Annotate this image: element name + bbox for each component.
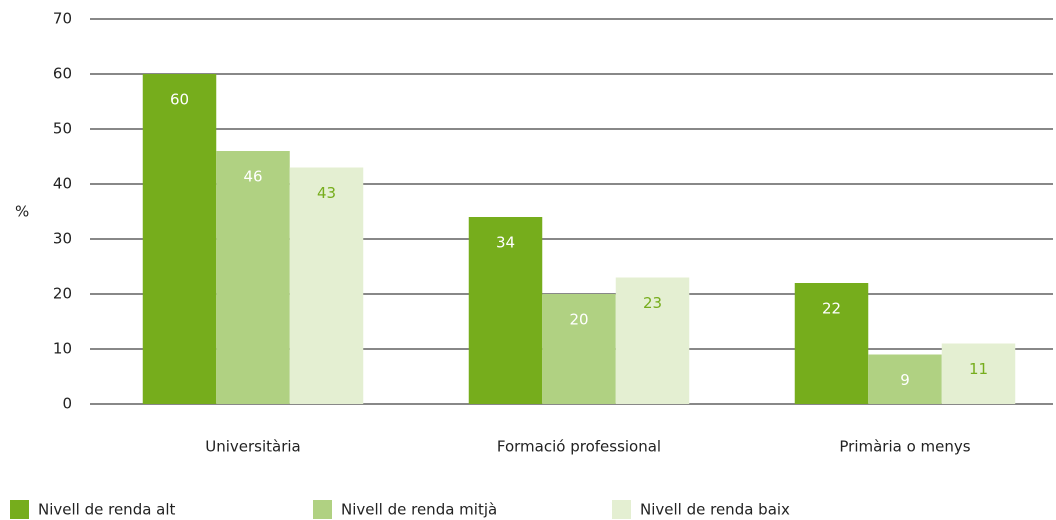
x-tick-label: Formació professional	[497, 438, 661, 456]
legend-label: Nivell de renda mitjà	[341, 501, 497, 519]
y-tick-label: 50	[53, 120, 72, 138]
value-label: 34	[496, 234, 515, 252]
value-label: 46	[243, 168, 262, 186]
y-tick-label: 0	[62, 395, 72, 413]
value-label: 22	[822, 300, 841, 318]
x-tick-label: Universitària	[205, 438, 301, 456]
value-label: 9	[900, 371, 910, 389]
x-tick-label: Primària o menys	[839, 438, 970, 456]
legend-swatch	[612, 500, 631, 519]
bar	[542, 294, 616, 404]
value-label: 20	[569, 311, 588, 329]
legend-label: Nivell de renda alt	[38, 501, 176, 519]
bar	[289, 167, 364, 404]
bar	[216, 151, 290, 404]
legend-swatch	[313, 500, 332, 519]
y-tick-label: 40	[53, 175, 72, 193]
y-axis-label: %	[15, 203, 29, 221]
bar	[615, 277, 690, 404]
y-tick-label: 70	[53, 10, 72, 28]
value-label: 60	[170, 91, 189, 109]
y-tick-label: 20	[53, 285, 72, 303]
y-tick-label: 10	[53, 340, 72, 358]
bar	[868, 354, 942, 404]
value-label: 11	[969, 360, 988, 378]
legend-swatch	[10, 500, 29, 519]
value-label: 43	[317, 184, 336, 202]
bar	[142, 74, 217, 404]
value-label: 23	[643, 294, 662, 312]
bar	[794, 283, 869, 404]
bar	[941, 343, 1016, 404]
y-tick-label: 30	[53, 230, 72, 248]
y-tick-label: 60	[53, 65, 72, 83]
bar	[468, 217, 543, 404]
legend-label: Nivell de renda baix	[640, 501, 790, 519]
